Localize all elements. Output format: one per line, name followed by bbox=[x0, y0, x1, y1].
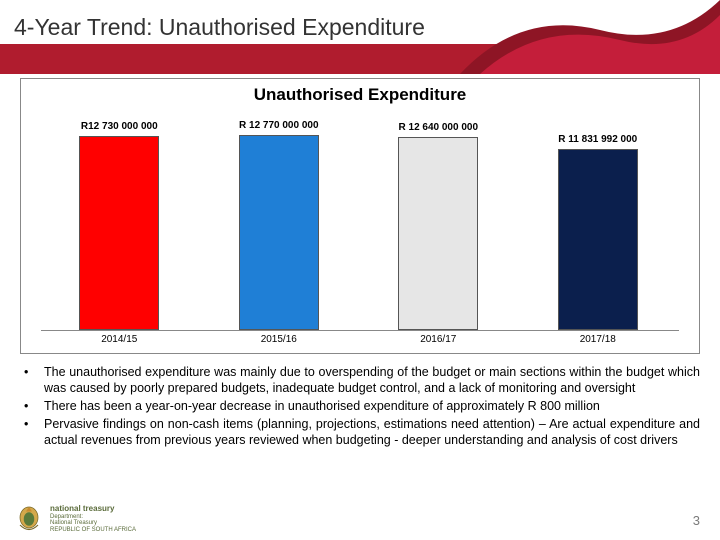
page-number: 3 bbox=[693, 513, 700, 528]
header-decor bbox=[460, 0, 720, 74]
bullet-marker: • bbox=[20, 398, 44, 414]
bar-group: R 11 831 992 0002017/18 bbox=[558, 149, 638, 330]
bar-value-label: R 12 770 000 000 bbox=[239, 120, 319, 131]
bullet-text: The unauthorised expenditure was mainly … bbox=[44, 364, 700, 396]
bar-category-label: 2016/17 bbox=[420, 334, 456, 345]
bar-value-label: R12 730 000 000 bbox=[81, 121, 158, 132]
bar-value-label: R 12 640 000 000 bbox=[399, 122, 479, 133]
bar bbox=[79, 136, 159, 330]
bar-category-label: 2017/18 bbox=[580, 334, 616, 345]
bullet-item: •There has been a year-on-year decrease … bbox=[20, 398, 700, 414]
bullet-text: Pervasive findings on non-cash items (pl… bbox=[44, 416, 700, 448]
footer-logo: national treasury Department: National T… bbox=[14, 504, 136, 534]
bar bbox=[558, 149, 638, 330]
bar-category-label: 2015/16 bbox=[261, 334, 297, 345]
bullet-item: •The unauthorised expenditure was mainly… bbox=[20, 364, 700, 396]
bar bbox=[239, 135, 319, 330]
footer-logo-line4: REPUBLIC OF SOUTH AFRICA bbox=[50, 527, 136, 534]
bullet-list: •The unauthorised expenditure was mainly… bbox=[20, 364, 700, 450]
page-title: 4-Year Trend: Unauthorised Expenditure bbox=[14, 14, 425, 41]
bullet-marker: • bbox=[20, 416, 44, 448]
header-area: 4-Year Trend: Unauthorised Expenditure bbox=[0, 0, 720, 70]
bar bbox=[398, 137, 478, 330]
footer-logo-text: national treasury Department: National T… bbox=[50, 505, 136, 534]
coat-of-arms-icon bbox=[14, 504, 44, 534]
bar-category-label: 2014/15 bbox=[101, 334, 137, 345]
chart-container: Unauthorised Expenditure R12 730 000 000… bbox=[20, 78, 700, 354]
chart-plot-area: R12 730 000 0002014/15 R 12 770 000 00020… bbox=[41, 119, 679, 331]
footer-logo-line1: national treasury bbox=[50, 505, 136, 514]
bar-group: R 12 770 000 0002015/16 bbox=[239, 135, 319, 330]
bar-value-label: R 11 831 992 000 bbox=[558, 134, 637, 145]
bar-group: R 12 640 000 0002016/17 bbox=[398, 137, 478, 330]
bar-group: R12 730 000 0002014/15 bbox=[79, 136, 159, 330]
chart-title: Unauthorised Expenditure bbox=[21, 85, 699, 105]
bullet-item: •Pervasive findings on non-cash items (p… bbox=[20, 416, 700, 448]
footer-logo-line3: National Treasury bbox=[50, 520, 136, 527]
bullet-marker: • bbox=[20, 364, 44, 396]
footer-logo-line2: Department: bbox=[50, 514, 136, 521]
bullet-text: There has been a year-on-year decrease i… bbox=[44, 398, 700, 414]
